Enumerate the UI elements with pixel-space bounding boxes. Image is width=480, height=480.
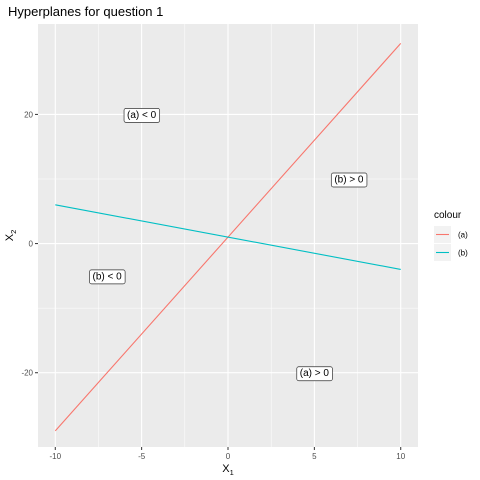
x-tick-label: 10	[396, 452, 405, 461]
annotation-text: (b) < 0	[92, 271, 122, 282]
y-axis-title-sub: 2	[9, 230, 18, 234]
annotation-box	[123, 108, 161, 123]
x-tick-label: 0	[226, 452, 231, 461]
x-tick-label: -10	[49, 452, 61, 461]
annotation-box	[296, 366, 333, 382]
x-axis-title-sub: 1	[230, 468, 234, 477]
legend-item: (b)	[434, 244, 468, 261]
x-axis: -10 -5 0 5 10	[49, 447, 406, 461]
y-axis-title: X2	[4, 230, 18, 242]
annotation-label: (b) < 0	[89, 269, 126, 285]
annotation-text: (a) > 0	[300, 368, 330, 379]
legend-title: colour	[434, 210, 462, 221]
annotation-text: (a) < 0	[127, 110, 157, 121]
y-tick-label: 0	[29, 240, 34, 249]
annotation-label: (a) > 0	[296, 366, 333, 382]
x-axis-title: X1	[222, 463, 234, 477]
annotation-text: (b) > 0	[334, 174, 364, 185]
legend: colour (a) (b)	[434, 210, 468, 261]
legend-item: (a)	[434, 226, 468, 243]
x-axis-title-base: X	[222, 463, 230, 475]
chart-title: Hyperplanes for question 1	[8, 4, 163, 19]
y-tick-label: -20	[21, 369, 33, 378]
y-axis: -20 0 20	[21, 110, 38, 378]
legend-label: (b)	[458, 249, 468, 258]
series-layer	[54, 43, 402, 432]
annotation-box	[89, 269, 126, 285]
annotation-label: (b) > 0	[330, 172, 368, 188]
x-tick-label: -5	[138, 452, 146, 461]
annotation-box	[330, 172, 368, 188]
series-line-b	[55, 204, 401, 270]
y-tick-label: 20	[24, 110, 33, 119]
annotation-label: (a) < 0	[123, 108, 161, 123]
legend-label: (a)	[458, 231, 468, 240]
grid-major	[38, 24, 418, 447]
annotation-layer: (a) < 0 (b) > 0 (b) < 0 (a) > 0	[89, 108, 368, 382]
x-tick-label: 5	[312, 452, 317, 461]
y-axis-title-base: X	[4, 233, 16, 241]
